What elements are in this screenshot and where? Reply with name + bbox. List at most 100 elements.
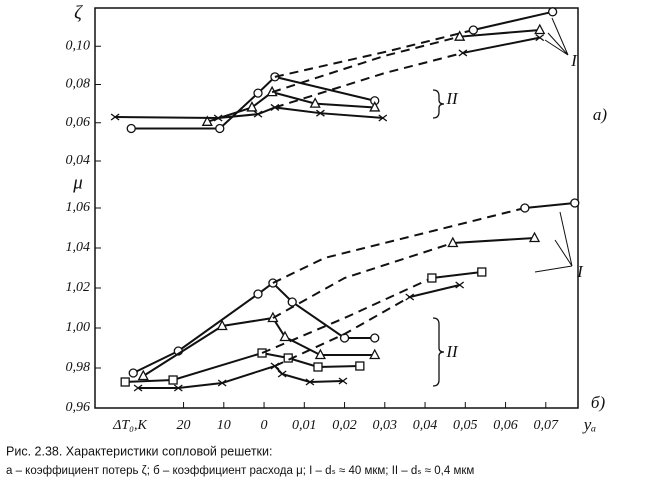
x-axis-label: yₐ xyxy=(582,415,597,434)
series-line xyxy=(272,242,454,319)
marker xyxy=(378,114,388,122)
x-tick-label: 0,03 xyxy=(373,418,398,433)
x-tick-label: 0,02 xyxy=(332,418,357,433)
marker xyxy=(338,377,348,385)
marker xyxy=(137,369,149,381)
y-tick-label: 1,02 xyxy=(66,280,91,295)
marker xyxy=(477,267,487,277)
marker xyxy=(168,375,178,385)
marker xyxy=(313,362,323,372)
marker xyxy=(458,49,468,57)
x-tick-label: 0 xyxy=(261,418,268,433)
marker xyxy=(133,384,143,392)
series-line xyxy=(462,36,540,54)
y-tick-label: 0,08 xyxy=(66,77,91,92)
series-line xyxy=(261,277,433,354)
annotation: I xyxy=(576,262,584,281)
x-tick-label: 0,04 xyxy=(413,418,438,433)
marker xyxy=(455,281,465,289)
marker xyxy=(534,23,546,35)
marker xyxy=(253,110,263,118)
x-tick-label: 0,05 xyxy=(453,418,478,433)
y-tick-label: 0,96 xyxy=(66,400,91,415)
marker xyxy=(316,109,325,117)
y-tick-label: 0,10 xyxy=(66,38,91,53)
y-tick-label: 0,04 xyxy=(66,153,91,168)
marker xyxy=(173,384,183,392)
brace xyxy=(432,89,445,119)
marker xyxy=(454,30,466,41)
marker xyxy=(305,378,315,386)
marker xyxy=(528,231,541,243)
annotation: II xyxy=(445,342,459,361)
marker xyxy=(314,348,326,360)
series-line xyxy=(115,106,383,119)
caption-title: Рис. 2.38. Характеристики сопловой решет… xyxy=(6,444,272,458)
marker xyxy=(277,370,287,378)
series-line xyxy=(459,28,540,38)
series-line xyxy=(524,202,575,209)
x-tick-label: 10 xyxy=(217,418,231,433)
marker xyxy=(370,333,380,343)
marker xyxy=(110,113,120,121)
series-line xyxy=(271,35,460,94)
brace xyxy=(432,317,445,387)
marker xyxy=(201,115,213,126)
marker xyxy=(355,361,365,371)
marker xyxy=(253,289,263,299)
pointer xyxy=(544,17,569,56)
y-tick-label: 0,06 xyxy=(66,115,91,130)
series-line xyxy=(431,271,482,279)
series-line xyxy=(409,284,460,298)
y-axis-label: μ xyxy=(72,172,83,193)
marker xyxy=(468,25,479,35)
marker xyxy=(447,236,459,248)
pointer xyxy=(534,211,573,273)
marker xyxy=(570,198,580,208)
series-line xyxy=(452,237,535,244)
series-line xyxy=(142,316,375,377)
marker xyxy=(520,203,530,213)
marker xyxy=(279,330,291,342)
marker xyxy=(120,377,130,387)
caption-text: а – коэффициент потерь ζ; б – коэффициен… xyxy=(6,465,474,477)
x-tick-label: 0,07 xyxy=(534,418,560,433)
annotation: б) xyxy=(591,393,606,412)
series-line xyxy=(274,29,474,78)
marker xyxy=(309,97,321,108)
marker xyxy=(128,368,138,378)
marker xyxy=(369,101,381,112)
marker xyxy=(405,293,415,301)
y-tick-label: 1,06 xyxy=(66,200,91,215)
y-axis-label: ζ xyxy=(74,2,83,23)
annotation: II xyxy=(445,89,459,108)
marker xyxy=(339,333,350,343)
series-line xyxy=(274,296,411,367)
marker xyxy=(253,88,263,98)
y-tick-label: 1,04 xyxy=(66,240,91,255)
series-line xyxy=(473,10,553,31)
marker xyxy=(246,101,258,112)
marker xyxy=(547,7,558,17)
marker xyxy=(427,273,437,283)
marker xyxy=(216,319,228,331)
marker xyxy=(217,379,227,387)
series-line xyxy=(272,207,526,284)
series-line xyxy=(125,351,360,383)
marker xyxy=(287,297,297,307)
x-tick-label: 0,01 xyxy=(292,418,317,433)
marker xyxy=(126,123,136,134)
marker xyxy=(215,123,225,134)
x-axis-label: ΔT₀,K xyxy=(112,418,147,433)
x-tick-label: 0,06 xyxy=(493,418,518,433)
series-line xyxy=(274,51,464,109)
series-line xyxy=(131,75,375,130)
marker xyxy=(369,348,381,360)
x-tick-label: 20 xyxy=(177,418,191,433)
marker xyxy=(535,34,545,42)
marker xyxy=(213,114,223,122)
frame xyxy=(94,7,579,409)
annotation: I xyxy=(570,51,578,70)
